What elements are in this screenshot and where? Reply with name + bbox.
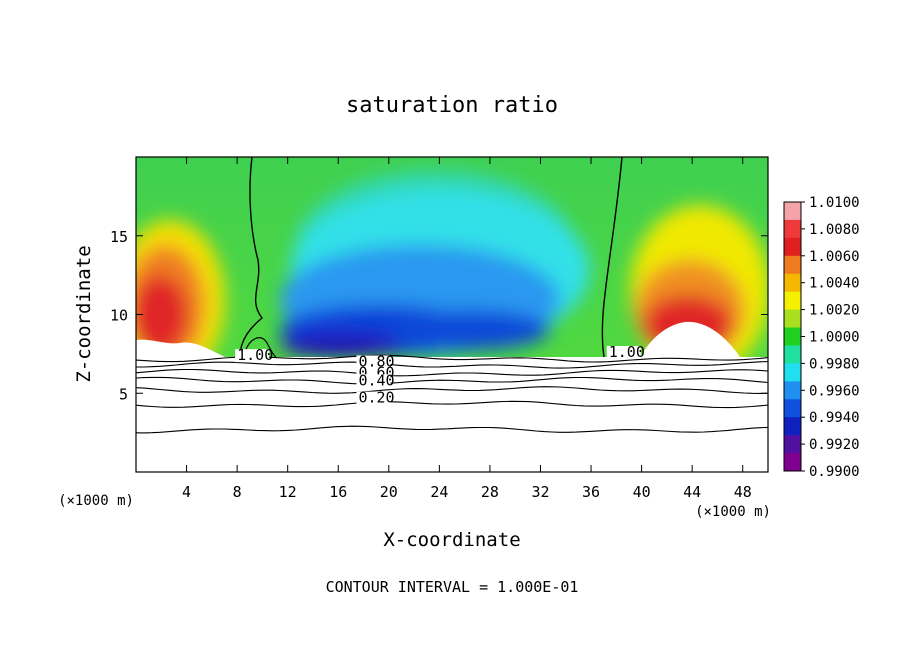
x-tick-label: 36 xyxy=(582,483,600,501)
x-tick-label: 12 xyxy=(279,483,297,501)
colorbar-swatch xyxy=(784,345,801,364)
colorbar-label: 1.0060 xyxy=(809,249,860,265)
x-tick-label: 48 xyxy=(734,483,752,501)
colorbar-swatch xyxy=(784,291,801,311)
colorbar-swatch xyxy=(784,273,801,293)
contour-line xyxy=(136,376,768,385)
colorbar-label: 1.0000 xyxy=(809,330,860,346)
colorbar-label: 1.0020 xyxy=(809,303,860,319)
x-tick-label: 20 xyxy=(380,483,398,501)
colorbar-swatch xyxy=(784,381,801,400)
x-unit-left: (×1000 m) xyxy=(58,493,134,509)
colorbar-swatch xyxy=(784,363,801,382)
contour-line xyxy=(136,386,768,394)
contour-label: 0.80 xyxy=(358,352,394,370)
colorbar-label: 0.9960 xyxy=(809,383,860,399)
contour-line xyxy=(136,425,768,434)
contour-label-bg xyxy=(356,355,391,369)
contour-label-bg xyxy=(606,346,641,360)
contour-label-bg xyxy=(356,391,391,405)
colorbar-label: 0.9920 xyxy=(809,437,860,453)
colorbar-swatch xyxy=(784,453,801,472)
x-tick-label: 44 xyxy=(683,483,701,501)
y-tick-label: 10 xyxy=(110,307,128,325)
contour-label: 1.00 xyxy=(609,343,645,361)
contour-line xyxy=(136,400,768,409)
y-axis-label: Z-coordinate xyxy=(73,245,95,382)
plot-field xyxy=(136,157,768,472)
colorbar-swatch xyxy=(784,219,801,239)
contour-label: 0.40 xyxy=(358,371,394,389)
contour-line xyxy=(136,361,768,369)
x-tick-label: 8 xyxy=(233,483,242,501)
contour-label: 1.00 xyxy=(237,346,273,364)
x-tick-label: 24 xyxy=(430,483,448,501)
contour-label-bg xyxy=(235,349,270,363)
x-tick-label: 28 xyxy=(481,483,499,501)
colorbar-label: 0.9980 xyxy=(809,356,860,372)
contour-interval-note: CONTOUR INTERVAL = 1.000E-01 xyxy=(326,578,579,596)
x-tick-label: 32 xyxy=(531,483,549,501)
colorbar-swatch xyxy=(784,309,801,329)
colorbar-swatch xyxy=(784,399,801,418)
x-tick-label: 16 xyxy=(329,483,347,501)
colorbar-label: 1.0100 xyxy=(809,195,860,211)
contour-line xyxy=(136,368,768,377)
y-tick-label: 5 xyxy=(119,385,128,403)
colorbar-swatch xyxy=(784,417,801,436)
contour-label: 0.20 xyxy=(358,389,394,407)
colorbar-swatch xyxy=(784,202,801,221)
colorbar-swatch xyxy=(784,237,801,257)
colorbar-swatch xyxy=(784,327,801,346)
colorbar-swatch xyxy=(784,255,801,275)
colorbar: 1.0100 1.0080 1.0060 1.0040 1.0020 1.0000 0.99… xyxy=(783,195,860,480)
x-unit-right: (×1000 m) xyxy=(695,504,771,520)
colorbar-swatch xyxy=(784,435,801,454)
colorbar-label: 0.9900 xyxy=(809,464,860,480)
y-tick-label: 15 xyxy=(110,228,128,246)
colorbar-label: 0.9940 xyxy=(809,410,860,426)
x-axis-label: X-coordinate xyxy=(383,529,520,551)
x-tick-label: 40 xyxy=(633,483,651,501)
contour-label-bg xyxy=(356,374,391,388)
x-tick-label: 4 xyxy=(182,483,191,501)
colorbar-label: 1.0080 xyxy=(809,222,860,238)
colorbar-label: 1.0040 xyxy=(809,276,860,292)
chart-title: saturation ratio xyxy=(346,93,558,118)
